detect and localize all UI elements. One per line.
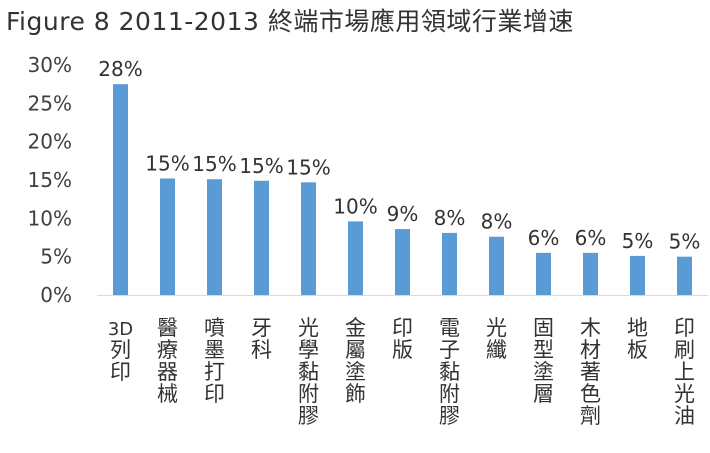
y-tick-label: 10%: [28, 206, 72, 230]
bar: [489, 236, 504, 295]
category-label: 3D 列印: [108, 319, 133, 384]
bar: [160, 178, 175, 295]
category-label: 電子黏附膠: [439, 316, 460, 428]
y-tick-label: 5%: [40, 245, 72, 269]
category-label: 地板: [627, 316, 648, 362]
bar: [207, 179, 222, 295]
category-label: 牙科: [251, 316, 272, 362]
data-label: 15%: [286, 155, 330, 179]
y-tick-label: 20%: [28, 130, 72, 154]
bar: [630, 255, 645, 295]
category-label: 金屬塗飾: [345, 316, 366, 406]
data-label: 5%: [669, 230, 701, 254]
data-label: 15%: [239, 154, 283, 178]
category-label: 木材著色劑: [580, 316, 601, 428]
category-label: 噴墨打印: [204, 316, 225, 406]
y-tick-label: 25%: [28, 91, 72, 115]
data-label: 5%: [622, 229, 654, 253]
data-label: 15%: [192, 152, 236, 176]
category-label: 光纖: [486, 316, 507, 362]
category-label: 光學黏附膠: [298, 316, 319, 428]
bar: [301, 182, 316, 295]
bar: [348, 221, 363, 295]
category-label: 印版: [392, 316, 413, 362]
bar: [442, 232, 457, 295]
data-label: 6%: [575, 226, 607, 250]
chart-title: Figure 8 2011-2013 終端市場應用領域行業增速: [6, 7, 574, 36]
bar: [583, 252, 598, 295]
data-label: 15%: [145, 151, 189, 175]
data-label: 10%: [333, 194, 377, 218]
category-label: 固型塗層: [533, 316, 554, 406]
bar: [677, 256, 692, 295]
y-tick-label: 15%: [28, 168, 72, 192]
category-label: 印刷上光油: [674, 316, 695, 428]
bar: [113, 84, 128, 296]
data-label: 8%: [481, 210, 513, 234]
data-label: 8%: [434, 206, 466, 230]
bar: [395, 229, 410, 295]
bar: [254, 180, 269, 295]
data-label: 9%: [387, 202, 419, 226]
y-tick-label: 30%: [28, 53, 72, 77]
bar: [536, 252, 551, 295]
category-label: 醫療器械: [157, 316, 178, 406]
data-label: 28%: [98, 57, 142, 81]
y-tick-label: 0%: [40, 283, 72, 307]
data-label: 6%: [528, 226, 560, 250]
